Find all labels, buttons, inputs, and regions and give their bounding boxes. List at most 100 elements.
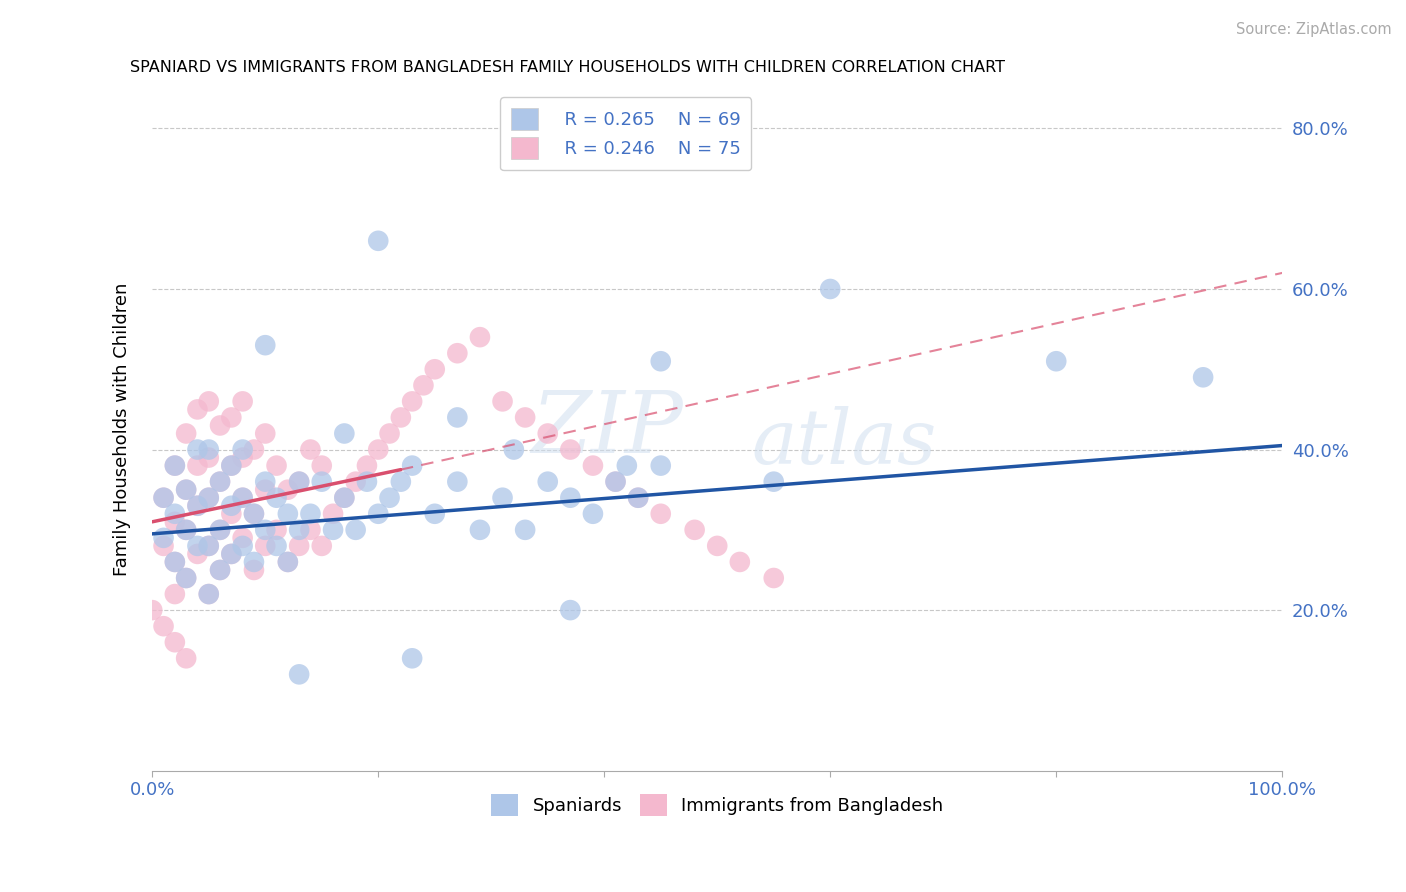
Point <box>254 338 277 352</box>
Point <box>560 442 582 457</box>
Point <box>818 282 841 296</box>
Point <box>266 458 288 473</box>
Point <box>277 483 299 497</box>
Point <box>299 523 322 537</box>
Point <box>186 499 208 513</box>
Point <box>197 442 219 457</box>
Point <box>232 442 254 457</box>
Point <box>468 330 491 344</box>
Point <box>152 539 174 553</box>
Point <box>311 458 333 473</box>
Point <box>266 491 288 505</box>
Point <box>232 394 254 409</box>
Point <box>209 523 232 537</box>
Point <box>491 394 513 409</box>
Point <box>333 491 356 505</box>
Point <box>333 426 356 441</box>
Point <box>232 539 254 553</box>
Point <box>378 426 401 441</box>
Point <box>299 442 322 457</box>
Point <box>174 571 197 585</box>
Point <box>186 458 208 473</box>
Point <box>389 410 412 425</box>
Point <box>277 507 299 521</box>
Point <box>163 458 186 473</box>
Point <box>254 426 277 441</box>
Point <box>221 547 243 561</box>
Text: atlas: atlas <box>751 406 936 480</box>
Point <box>650 507 672 521</box>
Point <box>197 450 219 465</box>
Point <box>221 410 243 425</box>
Point <box>221 507 243 521</box>
Point <box>344 475 367 489</box>
Point <box>174 426 197 441</box>
Text: SPANIARD VS IMMIGRANTS FROM BANGLADESH FAMILY HOUSEHOLDS WITH CHILDREN CORRELATI: SPANIARD VS IMMIGRANTS FROM BANGLADESH F… <box>129 60 1005 75</box>
Point <box>209 475 232 489</box>
Point <box>232 491 254 505</box>
Point <box>582 507 605 521</box>
Point <box>174 523 197 537</box>
Point <box>152 491 174 505</box>
Point <box>266 539 288 553</box>
Point <box>423 507 446 521</box>
Point <box>152 531 174 545</box>
Point <box>243 507 266 521</box>
Point <box>174 651 197 665</box>
Point <box>163 555 186 569</box>
Point <box>209 563 232 577</box>
Point <box>605 475 627 489</box>
Point <box>254 483 277 497</box>
Point <box>174 483 197 497</box>
Point <box>163 458 186 473</box>
Point <box>141 603 163 617</box>
Point <box>221 458 243 473</box>
Point <box>209 475 232 489</box>
Legend: Spaniards, Immigrants from Bangladesh: Spaniards, Immigrants from Bangladesh <box>484 787 950 823</box>
Point <box>163 515 186 529</box>
Point <box>288 475 311 489</box>
Point <box>288 539 311 553</box>
Point <box>186 499 208 513</box>
Point <box>706 539 728 553</box>
Point <box>322 523 344 537</box>
Point <box>762 571 785 585</box>
Point <box>389 475 412 489</box>
Point <box>186 539 208 553</box>
Point <box>627 491 650 505</box>
Point <box>152 491 174 505</box>
Point <box>356 475 378 489</box>
Point <box>221 547 243 561</box>
Point <box>582 458 605 473</box>
Point <box>299 507 322 521</box>
Point <box>650 458 672 473</box>
Point <box>683 523 706 537</box>
Point <box>243 555 266 569</box>
Text: Source: ZipAtlas.com: Source: ZipAtlas.com <box>1236 22 1392 37</box>
Point <box>243 563 266 577</box>
Point <box>197 587 219 601</box>
Point <box>367 507 389 521</box>
Point <box>378 491 401 505</box>
Point <box>288 475 311 489</box>
Point <box>232 450 254 465</box>
Y-axis label: Family Households with Children: Family Households with Children <box>114 283 131 576</box>
Point <box>502 442 524 457</box>
Point <box>412 378 434 392</box>
Point <box>266 523 288 537</box>
Point <box>232 531 254 545</box>
Point <box>197 539 219 553</box>
Point <box>288 667 311 681</box>
Point <box>221 499 243 513</box>
Point <box>197 394 219 409</box>
Point <box>163 507 186 521</box>
Point <box>152 619 174 633</box>
Point <box>605 475 627 489</box>
Point <box>515 410 537 425</box>
Point <box>186 442 208 457</box>
Point <box>762 475 785 489</box>
Point <box>277 555 299 569</box>
Point <box>197 491 219 505</box>
Point <box>174 483 197 497</box>
Point <box>174 523 197 537</box>
